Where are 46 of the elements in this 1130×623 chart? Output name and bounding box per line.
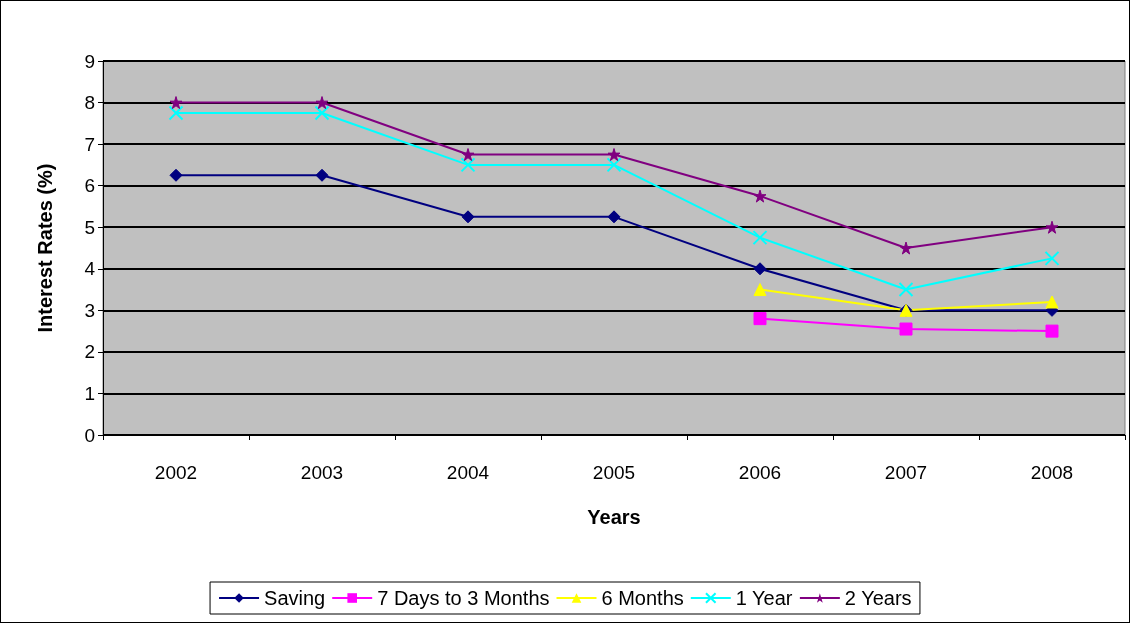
- y-tick-label: 2: [84, 341, 95, 363]
- point: [752, 230, 768, 246]
- y-tick-label: 7: [84, 133, 95, 155]
- point: [1044, 250, 1060, 266]
- x-tick-label: 2007: [884, 462, 928, 483]
- point: [898, 282, 914, 298]
- point: [899, 322, 913, 336]
- y-tick-label: 9: [84, 50, 95, 72]
- point: [461, 148, 475, 161]
- x-axis-title: Years: [587, 506, 641, 528]
- point: [168, 105, 184, 121]
- legend-label: 6 Months: [601, 587, 684, 609]
- point: [753, 312, 767, 326]
- x-tick-label: 2002: [154, 462, 198, 483]
- point: [169, 96, 183, 110]
- y-tick-label: 0: [84, 424, 95, 446]
- y-tick-label: 1: [84, 382, 95, 404]
- y-axis-title: Interest Rates (%): [34, 163, 56, 333]
- legend-label: 7 Days to 3 Months: [377, 587, 550, 609]
- point: [169, 168, 183, 182]
- x-tick-label: 2008: [1030, 462, 1074, 483]
- y-tick-label: 8: [84, 92, 95, 114]
- y-tick-label: 6: [84, 175, 95, 197]
- x-tick-label: 2006: [738, 462, 782, 483]
- point: [1045, 324, 1059, 338]
- point: [314, 105, 330, 121]
- y-tick-label: 4: [84, 258, 96, 280]
- legend-label: 2 Years: [844, 587, 912, 609]
- y-tick-label: 3: [84, 299, 95, 321]
- x-tick-label: 2003: [300, 462, 344, 483]
- y-tick-label: 5: [84, 216, 95, 238]
- point: [607, 148, 621, 161]
- point: [606, 157, 622, 173]
- point: [1045, 220, 1059, 234]
- legend-label: 1 Year: [735, 587, 793, 609]
- point: [753, 262, 767, 276]
- point: [461, 210, 475, 224]
- x-tick-label: 2005: [592, 462, 636, 483]
- x-tick-label: 2004: [446, 462, 490, 483]
- point: [315, 96, 329, 110]
- point: [460, 157, 476, 173]
- point: [753, 189, 767, 203]
- point: [899, 241, 913, 255]
- point: [607, 210, 621, 224]
- point: [315, 168, 329, 182]
- legend-label: Saving: [264, 587, 326, 609]
